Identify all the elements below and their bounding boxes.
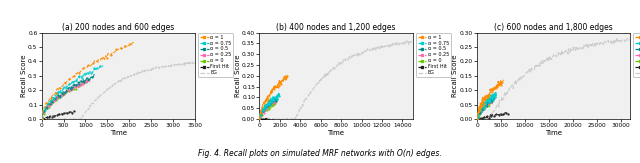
Y-axis label: Recall Score: Recall Score — [20, 55, 27, 97]
Y-axis label: Recall Score: Recall Score — [452, 55, 458, 97]
Text: Fig. 4. Recall plots on simulated MRF networks with O(n) edges.: Fig. 4. Recall plots on simulated MRF ne… — [198, 149, 442, 158]
X-axis label: Time: Time — [328, 130, 344, 136]
Y-axis label: Recall Score: Recall Score — [235, 55, 241, 97]
Legend: α = 1, α = 0.75, α = 0.5, α = 0.25, α = 0, First Hit, EG: α = 1, α = 0.75, α = 0.5, α = 0.25, α = … — [198, 33, 234, 77]
X-axis label: Time: Time — [545, 130, 562, 136]
Legend: α = 1, α = 0.75, α = 0.5, α = 0.25, α = 0, First Hit, EG: α = 1, α = 0.75, α = 0.5, α = 0.25, α = … — [634, 33, 640, 77]
Title: (a) 200 nodes and 600 edges: (a) 200 nodes and 600 edges — [62, 23, 174, 32]
Legend: α = 1, α = 0.75, α = 0.5, α = 0.25, α = 0, First Hit, EG: α = 1, α = 0.75, α = 0.5, α = 0.25, α = … — [416, 33, 451, 77]
Title: (c) 600 nodes and 1,800 edges: (c) 600 nodes and 1,800 edges — [494, 23, 613, 32]
Title: (b) 400 nodes and 1,200 edges: (b) 400 nodes and 1,200 edges — [276, 23, 396, 32]
X-axis label: Time: Time — [110, 130, 127, 136]
